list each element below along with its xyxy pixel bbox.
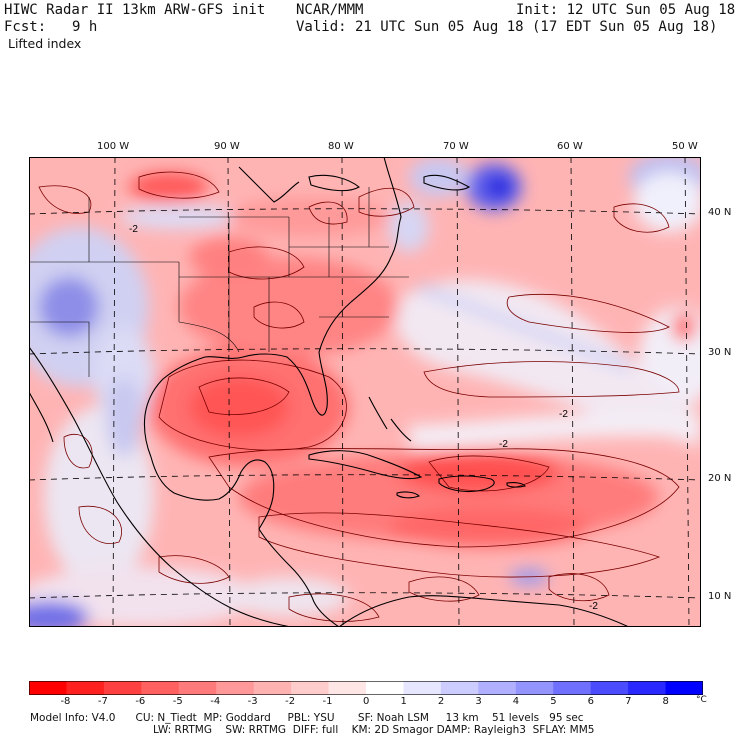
colorbar-swatch: [440, 681, 479, 695]
model-center: NCAR/MMM: [296, 2, 364, 18]
colorbar-tick-label: -6: [135, 696, 146, 707]
colorbar: [29, 681, 703, 695]
lat-label: 40 N: [708, 207, 732, 218]
colorbar-tick-label: 3: [475, 696, 482, 707]
lon-label: 100 W: [97, 141, 130, 152]
colorbar-tick-label: -4: [210, 696, 221, 707]
lat-label: 10 N: [708, 591, 732, 602]
colorbar-unit: °C: [696, 695, 707, 705]
lat-label: 30 N: [708, 347, 732, 358]
valid-time: Valid: 21 UTC Sun 05 Aug 18 (17 EDT Sun …: [296, 19, 718, 35]
colorbar-tick-label: -7: [97, 696, 108, 707]
colorbar-swatch: [328, 681, 367, 695]
lon-label: 50 W: [672, 141, 698, 152]
colorbar-tick-label: 8: [662, 696, 669, 707]
state-borders: [29, 187, 409, 377]
li-contours: [38, 171, 680, 622]
contour-label: -2: [129, 224, 138, 235]
contour-label: -2: [559, 409, 568, 420]
colorbar-swatch: [216, 681, 255, 695]
colorbar-swatch: [478, 681, 517, 695]
lon-label: 80 W: [328, 141, 354, 152]
map-frame: [29, 157, 701, 627]
colorbar-tick-label: -3: [247, 696, 258, 707]
colorbar-tick-label: 1: [400, 696, 407, 707]
colorbar-tick-label: 0: [363, 696, 370, 707]
colorbar-swatch: [590, 681, 629, 695]
latlon-grid: [29, 157, 701, 627]
colorbar-border: [29, 681, 703, 695]
lon-label: 90 W: [214, 141, 240, 152]
init-time: Init: 12 UTC Sun 05 Aug 18: [516, 2, 736, 18]
colorbar-tick-label: 7: [625, 696, 632, 707]
colorbar-swatch: [141, 681, 180, 695]
model-info-line1: Model Info: V4.0 CU: N_Tiedt MP: Goddard…: [30, 712, 584, 724]
lon-label: 60 W: [557, 141, 583, 152]
colorbar-swatch: [66, 681, 105, 695]
colorbar-tick-label: 2: [437, 696, 445, 707]
lifted-index-map: -2 -2 -2 -2: [29, 157, 701, 627]
colorbar-tick-label: 6: [587, 696, 595, 707]
colorbar-swatch: [291, 681, 330, 695]
colorbar-swatch: [253, 681, 292, 695]
colorbar-swatch: [665, 681, 703, 695]
colorbar-tick-label: 4: [512, 696, 520, 707]
contour-label: -2: [589, 601, 598, 612]
coastlines: [29, 157, 630, 627]
forecast-hour: 9 h: [72, 19, 98, 35]
colorbar-swatch: [178, 681, 217, 695]
colorbar-swatch: [515, 681, 554, 695]
colorbar-tick-label: 5: [550, 696, 557, 707]
colorbar-swatch: [553, 681, 592, 695]
field-name: Lifted index: [8, 36, 82, 51]
plot-title: HIWC Radar II 13km ARW-GFS init: [4, 2, 266, 18]
colorbar-swatch: [628, 681, 667, 695]
colorbar-swatch: [103, 681, 142, 695]
colorbar-tick-label: -8: [60, 696, 71, 707]
forecast-label: Fcst:: [4, 19, 47, 35]
colorbar-swatch: [29, 681, 67, 695]
contour-label: -2: [499, 439, 508, 450]
model-info-line2: LW: RRTMG SW: RRTMG DIFF: full KM: 2D Sm…: [153, 724, 595, 736]
colorbar-swatch: [366, 681, 404, 695]
colorbar-tick-label: -5: [172, 696, 183, 707]
colorbar-tick-label: -2: [285, 696, 296, 707]
colorbar-swatch: [403, 681, 442, 695]
lat-label: 20 N: [708, 473, 732, 484]
colorbar-tick-label: -1: [322, 696, 333, 707]
lon-label: 70 W: [443, 141, 469, 152]
